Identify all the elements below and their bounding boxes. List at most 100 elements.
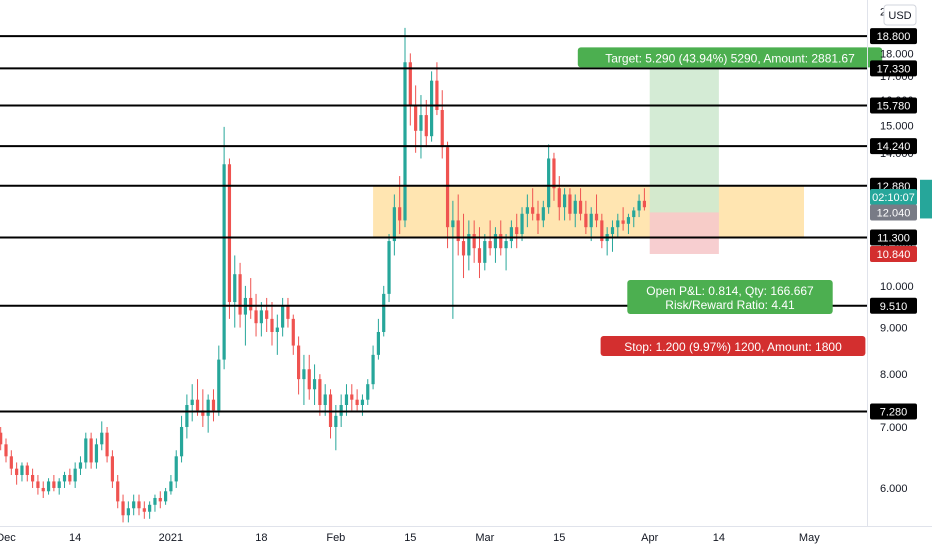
candle-body [137,501,141,509]
candle-108 [568,188,572,221]
candle-body [4,444,8,457]
candle-body [84,438,88,463]
candle-body [637,200,641,211]
candle-body [259,310,263,324]
candle-body [376,331,380,355]
candle-body [589,213,593,228]
level-tag-text: 18.800 [877,31,911,43]
horizontal-levels-layer[interactable] [0,35,867,413]
level-tag-text: 11.300 [877,233,910,245]
candle-body [126,508,130,516]
candle-54 [281,297,285,337]
candle-body [616,220,620,228]
currency-button[interactable]: USD [883,4,917,26]
candle-body [73,468,77,482]
candle-4 [15,462,19,485]
candle-body [94,444,99,463]
level-tag-bg [870,229,917,246]
candle-body [302,369,306,380]
candle-120 [632,207,636,228]
candle-body [456,220,460,242]
candle-99 [520,207,524,242]
candle-body [642,200,646,208]
candle-body [568,194,572,214]
candle-body [408,62,412,105]
candle-64 [334,405,338,451]
candle-body [632,210,636,218]
x-tick-9: 14 [713,532,725,544]
x-tick-5: 15 [404,532,416,544]
level-tag-bg [870,403,917,420]
candle-7 [31,468,35,488]
candle-body [493,234,498,249]
candle-98 [515,213,519,249]
candle-36 [185,394,189,439]
candle-96 [504,234,508,271]
candle-body [15,468,19,475]
candle-body [419,115,423,131]
candle-body [31,474,35,482]
candle-79 [414,85,418,153]
candle-52 [270,302,274,346]
candle-71 [371,345,375,390]
candle-body [105,432,109,457]
level-tag-text: 7.280 [880,406,908,418]
candle-body [594,213,599,221]
candle-112 [589,207,593,242]
candle-body [233,274,237,303]
candle-85 [445,141,450,249]
candle-body [557,188,561,208]
price-axis-tags: 18.80017.33015.78014.24012.88011.3009.51… [870,28,932,420]
candle-body [174,456,178,482]
candle-body [132,501,136,509]
candle-73 [382,285,386,337]
position-labels-layer[interactable]: Target: 5.290 (43.94%) 5290, Amount: 288… [577,47,883,356]
level-tag-text: 15.780 [877,100,911,112]
candle-46 [238,262,242,328]
candle-20 [100,421,104,451]
candle-body [238,274,242,315]
candle-body [360,399,365,406]
candle-111 [584,200,588,235]
target-label[interactable]: Target: 5.290 (43.94%) 5290, Amount: 288… [577,47,883,68]
candle-body [626,217,631,224]
pnl-label[interactable]: Open P&L: 0.814, Qty: 166.667Risk/Reward… [627,280,833,314]
candle-body [584,213,588,228]
candle-5 [20,462,24,482]
candle-39 [201,389,205,427]
candle-51 [265,297,269,332]
level-tag-text: 14.240 [877,141,911,153]
candle-94 [493,227,498,263]
candle-body [387,241,391,294]
candle-body [515,227,519,235]
target-label-text-0: Target: 5.290 (43.94%) 5290, Amount: 288… [605,51,855,65]
candle-105 [552,152,556,201]
candle-body [142,508,146,512]
candle-22 [110,450,114,488]
long-position-layer[interactable] [649,68,719,254]
candle-body [451,220,455,228]
candle-113 [594,194,599,228]
x-tick-10: May [799,532,820,544]
x-tick-3: 18 [255,532,267,544]
candle-11 [52,474,56,492]
candle-body [57,481,61,488]
candle-body [185,405,189,427]
candle-34 [174,450,178,488]
candle-body [520,213,524,235]
candle-6 [25,462,29,482]
candle-97 [509,220,513,249]
candle-74 [387,234,391,303]
level-tag-bg [870,297,917,314]
x-tick-7: 15 [553,532,565,544]
level-tag-text: 9.510 [880,301,908,313]
stop-label[interactable]: Stop: 1.200 (9.97%) 1200, Amount: 1800 [600,336,866,356]
time-axis[interactable]: Dec 14 2021 18 Feb 15 Mar 15 Apr 14 May [0,532,820,544]
level-tag-3: 14.240 [870,138,917,155]
candle-87 [456,194,460,256]
candle-body [339,405,343,416]
candle-24 [121,494,125,523]
